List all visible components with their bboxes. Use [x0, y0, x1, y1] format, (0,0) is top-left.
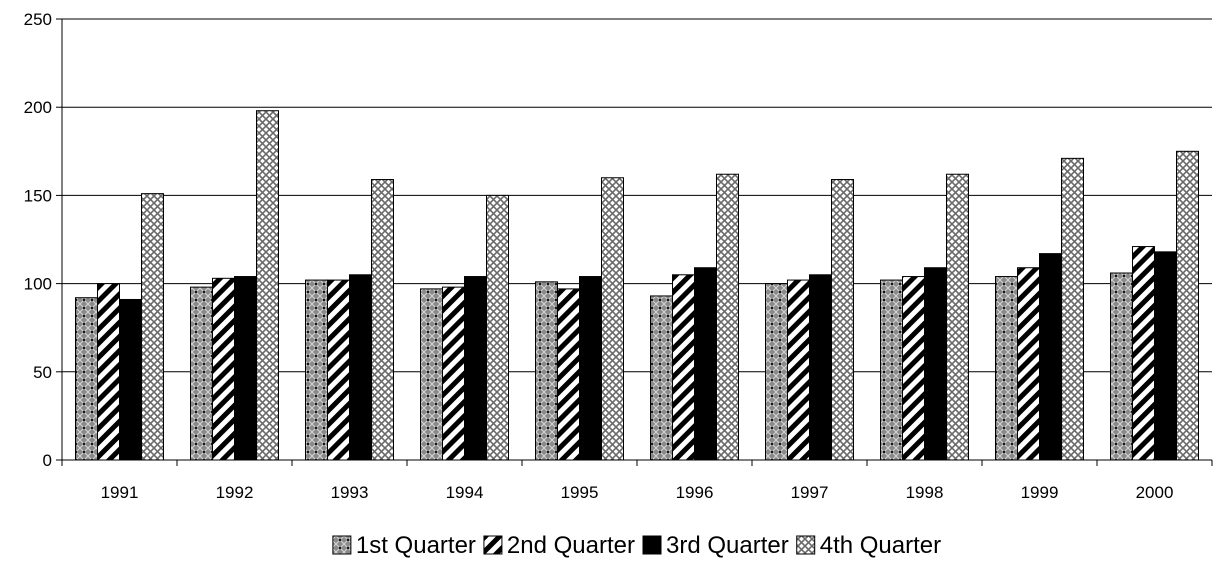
x-tick-label: 2000 — [1136, 483, 1174, 502]
x-tick-label: 1998 — [906, 483, 944, 502]
bar-4th-quarter-1991 — [141, 193, 164, 461]
bar-1st-quarter-1995 — [535, 281, 558, 461]
legend-label: 1st Quarter — [356, 532, 476, 559]
bar-2nd-quarter-1994 — [442, 286, 465, 461]
bar-4th-quarter-1997 — [831, 179, 854, 461]
bar-1st-quarter-1991 — [75, 297, 98, 461]
legend-swatch — [332, 535, 352, 555]
bar-4th-quarter-1998 — [946, 173, 969, 461]
y-tick-label: 50 — [33, 363, 52, 382]
bar-4th-quarter-1996 — [716, 173, 739, 461]
y-tick-label: 0 — [43, 451, 52, 470]
bar-1st-quarter-1992 — [190, 286, 213, 461]
bar-2nd-quarter-1999 — [1017, 267, 1040, 461]
bar-2nd-quarter-1995 — [557, 288, 580, 461]
bar-3rd-quarter-2000 — [1154, 251, 1177, 461]
bar-3rd-quarter-1996 — [694, 267, 717, 461]
bars — [75, 110, 1199, 461]
bar-3rd-quarter-1993 — [349, 274, 372, 461]
legend-item: 3rd Quarter — [642, 532, 789, 559]
bar-3rd-quarter-1999 — [1039, 253, 1062, 461]
bar-4th-quarter-1999 — [1061, 157, 1084, 461]
y-tick-label: 150 — [24, 186, 52, 205]
bar-1st-quarter-1994 — [420, 288, 443, 461]
bar-2nd-quarter-1993 — [327, 279, 350, 461]
legend-item: 1st Quarter — [332, 532, 476, 559]
bar-4th-quarter-1992 — [256, 110, 279, 461]
bar-3rd-quarter-1994 — [464, 276, 487, 461]
legend-item: 4th Quarter — [796, 532, 941, 559]
bar-4th-quarter-1994 — [486, 194, 509, 461]
bar-1st-quarter-2000 — [1110, 272, 1133, 461]
x-tick-label: 1992 — [216, 483, 254, 502]
bar-1st-quarter-1998 — [880, 279, 903, 461]
y-tick-label: 100 — [24, 275, 52, 294]
bar-4th-quarter-1993 — [371, 179, 394, 461]
y-tick-label: 250 — [24, 10, 52, 29]
bar-3rd-quarter-1998 — [924, 267, 947, 461]
legend-label: 2nd Quarter — [507, 532, 635, 559]
bar-3rd-quarter-1992 — [234, 276, 257, 461]
legend-label: 4th Quarter — [820, 532, 941, 559]
x-tick-label: 1999 — [1021, 483, 1059, 502]
legend-swatch — [483, 535, 503, 555]
bar-4th-quarter-1995 — [601, 177, 624, 461]
bar-2nd-quarter-2000 — [1132, 246, 1155, 461]
bar-1st-quarter-1997 — [765, 283, 788, 461]
legend-label: 3rd Quarter — [666, 532, 789, 559]
bar-2nd-quarter-1996 — [672, 274, 695, 461]
x-tick-label: 1996 — [676, 483, 714, 502]
bar-1st-quarter-1999 — [995, 276, 1018, 461]
legend-swatch — [796, 535, 816, 555]
bar-2nd-quarter-1998 — [902, 276, 925, 461]
y-tick-label: 200 — [24, 98, 52, 117]
x-tick-label: 1993 — [331, 483, 369, 502]
bar-4th-quarter-2000 — [1176, 150, 1199, 461]
x-tick-label: 1991 — [101, 483, 139, 502]
bar-2nd-quarter-1997 — [787, 279, 810, 461]
bar-1st-quarter-1993 — [305, 279, 328, 461]
bar-3rd-quarter-1997 — [809, 274, 832, 461]
y-axis: 0 50 100 150 200 250 — [24, 10, 63, 470]
legend-item: 2nd Quarter — [483, 532, 635, 559]
bar-1st-quarter-1996 — [650, 295, 673, 461]
legend-swatch — [642, 535, 662, 555]
x-tick-label: 1995 — [561, 483, 599, 502]
bar-3rd-quarter-1991 — [119, 298, 142, 461]
x-tick-label: 1994 — [446, 483, 484, 502]
x-tick-label: 1997 — [791, 483, 829, 502]
legend: 1st Quarter 2nd Quarter 3rd Quarter 4th Qua… — [332, 532, 941, 559]
bar-2nd-quarter-1992 — [212, 277, 235, 461]
x-axis: 1991 1992 1993 1994 1995 1996 1997 1998 1999 2000 — [61, 459, 1213, 502]
bar-2nd-quarter-1991 — [97, 283, 120, 461]
bar-3rd-quarter-1995 — [579, 276, 602, 461]
